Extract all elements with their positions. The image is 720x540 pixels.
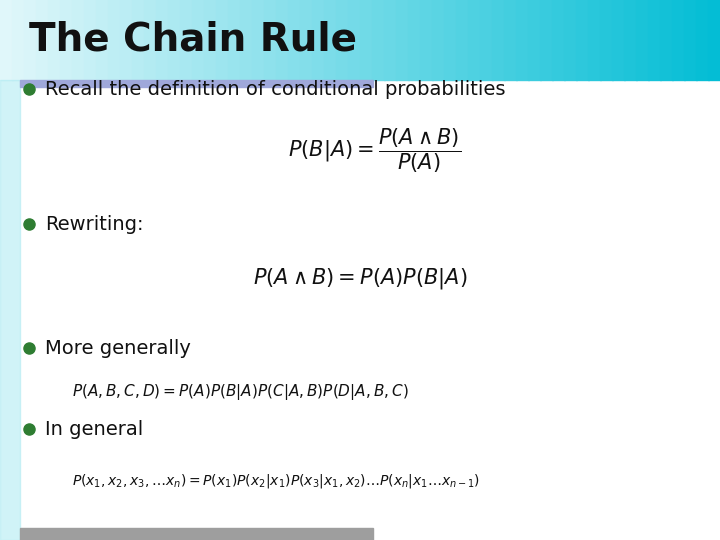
Bar [180,0,193,80]
Bar [540,0,553,80]
Bar [276,0,289,80]
Bar [480,0,492,80]
Text: Recall the definition of conditional probabilities: Recall the definition of conditional pro… [45,79,505,99]
Bar [108,0,121,80]
Bar [444,0,456,80]
Text: $P(x_1,x_2,x_3,\ldots x_n) = P(x_1)P(x_2|x_1)P(x_3|x_1,x_2)\ldots P(x_n|x_1\ldot: $P(x_1,x_2,x_3,\ldots x_n) = P(x_1)P(x_2… [72,471,480,490]
Bar [24,0,37,80]
Text: $P(A,B,C,D) = P(A)P(B|A)P(C|A,B)P(D|A,B,C)$: $P(A,B,C,D) = P(A)P(B|A)P(C|A,B)P(D|A,B,… [72,381,408,402]
Bar [300,0,312,80]
Bar [384,0,397,80]
Bar [96,0,109,80]
Bar [36,0,49,80]
Bar [48,0,60,80]
Bar [216,0,229,80]
Bar [396,0,409,80]
Bar [408,0,420,80]
Bar [60,0,73,80]
Bar [20,80,373,87]
Bar [360,0,373,80]
Bar [348,0,361,80]
Bar [516,0,528,80]
Text: $P(B|A) = \dfrac{P(A \wedge B)}{P(A)}$: $P(B|A) = \dfrac{P(A \wedge B)}{P(A)}$ [288,127,461,176]
Bar [372,0,384,80]
Bar [144,0,157,80]
Bar [468,0,481,80]
Bar [168,0,181,80]
Bar [552,0,564,80]
Text: The Chain Rule: The Chain Rule [29,21,357,59]
Bar [660,0,672,80]
Bar [588,0,600,80]
Bar [612,0,625,80]
Bar [240,0,253,80]
Bar [684,0,697,80]
Bar [252,0,265,80]
Bar [288,0,301,80]
Bar [228,0,240,80]
Bar [492,0,505,80]
Text: More generally: More generally [45,339,191,358]
Bar [84,0,96,80]
Bar [192,0,204,80]
Bar [132,0,145,80]
Bar [312,0,325,80]
Bar [672,0,685,80]
Bar [696,0,708,80]
Bar [20,528,373,540]
Bar [564,0,577,80]
Bar [0,80,20,540]
Bar [420,0,433,80]
Text: Rewriting:: Rewriting: [45,214,143,234]
Bar [648,0,661,80]
Bar [504,0,517,80]
Bar [0,0,13,80]
Text: $P(A \wedge B) = P(A)P(B|A)$: $P(A \wedge B) = P(A)P(B|A)$ [253,266,467,291]
Bar [624,0,636,80]
Bar [156,0,168,80]
Bar [12,0,24,80]
Bar [324,0,337,80]
Bar [708,0,720,80]
Bar [336,0,348,80]
Text: In general: In general [45,420,143,439]
Bar [456,0,469,80]
Bar [264,0,276,80]
Bar [528,0,541,80]
Bar [636,0,649,80]
Bar [600,0,613,80]
Bar [576,0,589,80]
Bar [72,0,85,80]
Bar [432,0,445,80]
Bar [204,0,217,80]
Bar [120,0,132,80]
